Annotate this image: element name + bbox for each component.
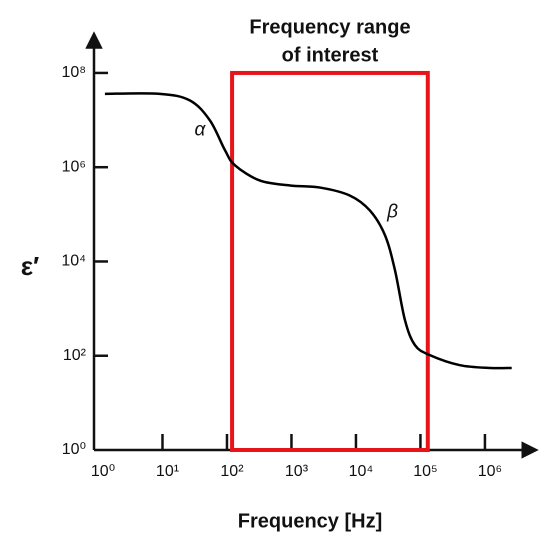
curve (104, 92, 512, 370)
x-tick-label: 10¹ (156, 463, 179, 480)
title-line: Frequency range (249, 16, 410, 38)
y-tick-label: 10² (63, 347, 87, 364)
x-tick-label: 10⁵ (413, 463, 437, 480)
y-axis-label: ε′ (21, 251, 40, 281)
x-tick-label: 10³ (285, 463, 309, 480)
title-line: of interest (282, 44, 379, 66)
x-tick-label: 10⁴ (349, 463, 374, 480)
y-tick-label: 10⁰ (62, 441, 86, 458)
x-axis-label: Frequency [Hz] (238, 510, 382, 532)
y-tick-label: 10⁶ (62, 158, 86, 175)
frequency-range-box (230, 70, 430, 452)
x-tick-label: 10⁰ (91, 463, 115, 480)
x-tick-label: 10² (220, 463, 244, 480)
annotation: α (194, 120, 206, 141)
x-tick-label: 10⁶ (478, 463, 502, 480)
y-tick-label: 10⁴ (61, 253, 86, 270)
annotation: β (386, 201, 398, 222)
y-tick-label: 10⁸ (61, 64, 86, 81)
